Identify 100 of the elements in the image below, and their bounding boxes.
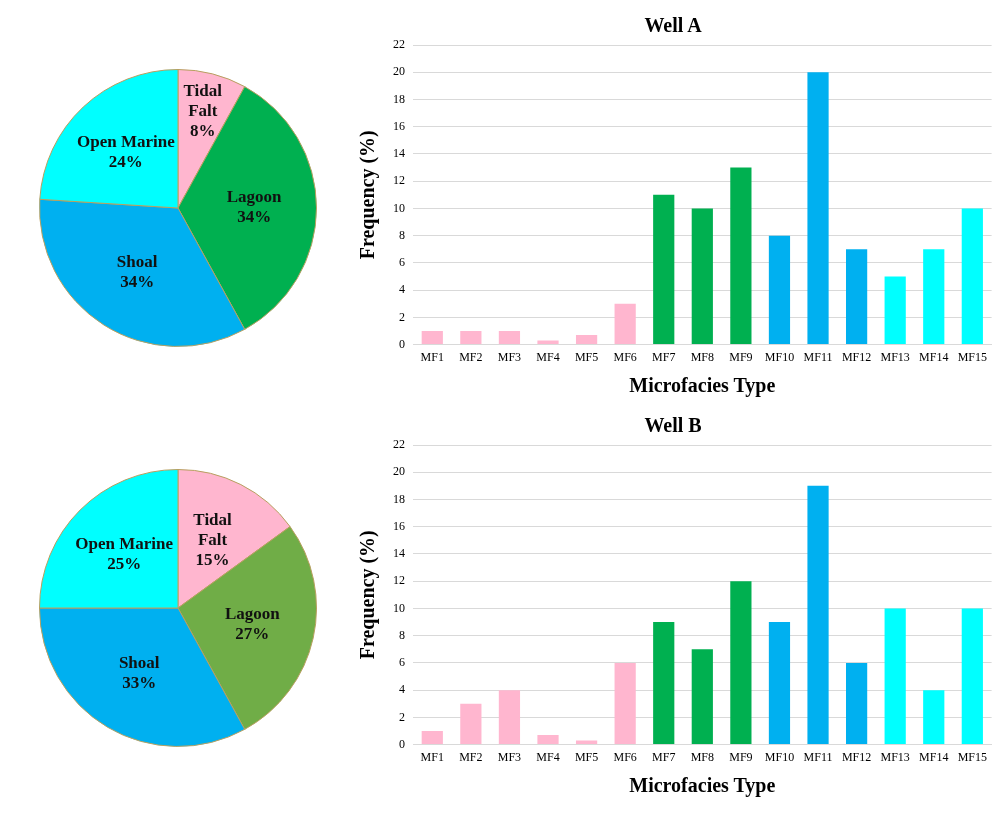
slice-label: Open Marine [76,131,176,151]
bar [653,194,675,345]
x-tick-label: MF7 [652,349,676,364]
data-label: 25% [107,553,142,573]
bar [768,235,791,345]
x-tick-label: MF1 [420,349,444,364]
data-label: 8% [190,120,216,140]
y-tick-label: 6 [399,655,405,670]
y-tick-label: 16 [393,518,405,533]
y-axis-title: Frequency (%) [356,530,380,660]
y-tick-label: 10 [393,200,405,215]
bar [614,662,636,745]
x-tick-label: MF3 [497,349,522,364]
bar [807,485,829,745]
x-tick-label: MF4 [536,749,560,764]
x-tick-label: MF7 [652,749,676,764]
slice-label: Tidal Falt [193,509,233,549]
bar [421,330,443,345]
x-tick-label: MF12 [841,349,872,364]
y-tick-label: 22 [393,37,405,52]
bar [846,662,868,745]
x-tick-label: MF9 [729,349,753,364]
data-label: 27% [235,624,270,644]
data-label: 34% [237,207,272,227]
x-tick-label: MF14 [919,349,949,364]
slice-label: Shoal [116,251,158,271]
bar [768,622,791,745]
y-tick-label: 12 [393,573,405,588]
data-label: 15% [195,549,230,569]
data-label: 24% [108,151,143,171]
bar [498,330,521,345]
bar [846,249,868,345]
x-tick-label: MF14 [919,749,949,764]
bar [923,690,945,745]
x-tick-label: MF10 [764,749,795,764]
y-tick-label: 22 [393,437,405,452]
bar [460,330,482,345]
bar [730,167,752,345]
bar [961,208,983,345]
x-tick-label: MF9 [729,749,753,764]
bar [498,690,521,745]
x-axis-title: Microfacies Type [629,374,776,398]
bar [730,581,752,745]
y-tick-label: 2 [399,709,405,724]
y-tick-label: 20 [393,64,405,79]
y-tick-label: 0 [399,336,405,351]
slice-label: Lagoon [226,187,283,207]
data-label: 34% [120,271,155,291]
chart-title: Well A [644,14,703,37]
x-tick-label: MF2 [459,349,483,364]
x-tick-label: MF8 [690,749,714,764]
x-tick-label: MF6 [613,749,637,764]
bar [691,208,713,345]
y-tick-label: 10 [393,600,405,615]
x-tick-label: MF13 [880,349,910,364]
data-label: 33% [122,672,157,692]
bar [653,622,675,745]
slice-label: Shoal [118,652,160,672]
x-tick-label: MF11 [803,749,833,764]
y-tick-label: 20 [393,464,405,479]
x-tick-label: MF15 [957,349,987,364]
x-tick-label: MF8 [690,349,714,364]
bar [460,703,482,745]
x-tick-label: MF10 [764,349,795,364]
y-tick-label: 14 [393,146,405,161]
y-axis-title: Frequency (%) [356,130,380,260]
bar [691,649,713,745]
bar [575,335,598,345]
y-tick-label: 18 [393,491,405,506]
bar [614,303,636,345]
x-tick-label: MF6 [613,349,637,364]
x-tick-label: MF1 [420,749,444,764]
slice-label: Tidal Falt [183,80,223,120]
bar [537,735,559,745]
y-tick-label: 4 [399,682,405,697]
y-tick-label: 16 [393,118,405,133]
x-axis-title: Microfacies Type [629,774,776,798]
bar [884,608,906,745]
y-tick-label: 12 [393,173,405,188]
x-tick-label: MF5 [574,349,599,364]
y-tick-label: 8 [399,227,405,242]
y-tick-label: 8 [399,627,405,642]
bar [421,730,443,745]
y-tick-label: 6 [399,255,405,270]
x-tick-label: MF2 [459,749,483,764]
y-tick-label: 14 [393,546,405,561]
chart-title: Well B [644,414,702,437]
x-tick-label: MF4 [536,349,560,364]
slice-label: Lagoon [224,604,281,624]
x-tick-label: MF11 [803,349,833,364]
bar [807,72,829,345]
x-tick-label: MF3 [497,749,522,764]
slice-label: Open Marine [75,533,174,553]
x-tick-label: MF15 [957,749,987,764]
x-tick-label: MF13 [880,749,910,764]
bar [923,249,945,345]
y-tick-label: 18 [393,91,405,106]
y-tick-label: 2 [399,309,405,324]
y-tick-label: 0 [399,736,405,751]
bar [884,276,906,345]
